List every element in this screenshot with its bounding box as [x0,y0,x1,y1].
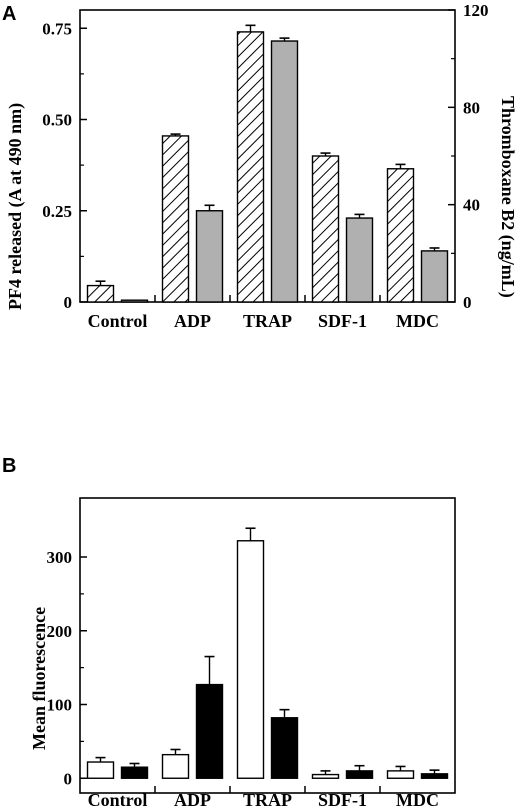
panel-a-label: A [2,3,16,25]
x-category-label: SDF-1 [318,790,367,809]
plot-frame [79,497,456,794]
y-right-tick-label: 120 [463,1,489,20]
bar [120,766,149,779]
bar [345,770,374,779]
bar [161,753,190,779]
bar [195,683,224,779]
bar [270,717,299,779]
x-category-label: TRAP [243,790,292,809]
bar [120,299,149,303]
panel-a-ylabel-right: Thromboxane B2 (ng/mL) [497,96,518,298]
y-tick-label: 200 [47,622,73,641]
y-tick-label: 0.25 [42,202,72,221]
y-tick-label: 300 [47,548,73,567]
bar [420,773,449,779]
x-category-label: Control [88,790,148,809]
y-tick-label: 0.50 [42,111,72,130]
x-category-label: MDC [396,311,439,331]
y-tick-label: 0 [64,769,73,788]
bar [270,40,299,303]
bar [420,250,449,303]
x-category-label: ADP [174,790,211,809]
bar [311,155,340,303]
x-category-label: Control [88,311,148,331]
bar [345,217,374,303]
bar [386,770,415,779]
y-right-tick-label: 0 [463,293,472,312]
panel-b-label: B [2,455,16,477]
y-tick-label: 100 [47,696,73,715]
y-tick-label: 0 [64,293,73,312]
bar [386,168,415,303]
x-category-label: MDC [396,790,439,809]
y-tick-label: 0.75 [42,19,72,38]
x-category-label: ADP [174,311,211,331]
panel-b-ylabel: Mean fluorescence [29,607,49,750]
bar [311,773,340,779]
x-category-label: SDF-1 [318,311,367,331]
bar [161,135,190,303]
bar [236,31,265,303]
bar [86,761,115,779]
y-right-tick-label: 40 [463,196,480,215]
bar [195,210,224,303]
bar [86,284,115,303]
y-right-tick-label: 80 [463,98,480,117]
x-category-label: TRAP [243,311,292,331]
bar [236,540,265,779]
panel-a-ylabel: PF4 released (A at 490 nm) [5,103,26,310]
